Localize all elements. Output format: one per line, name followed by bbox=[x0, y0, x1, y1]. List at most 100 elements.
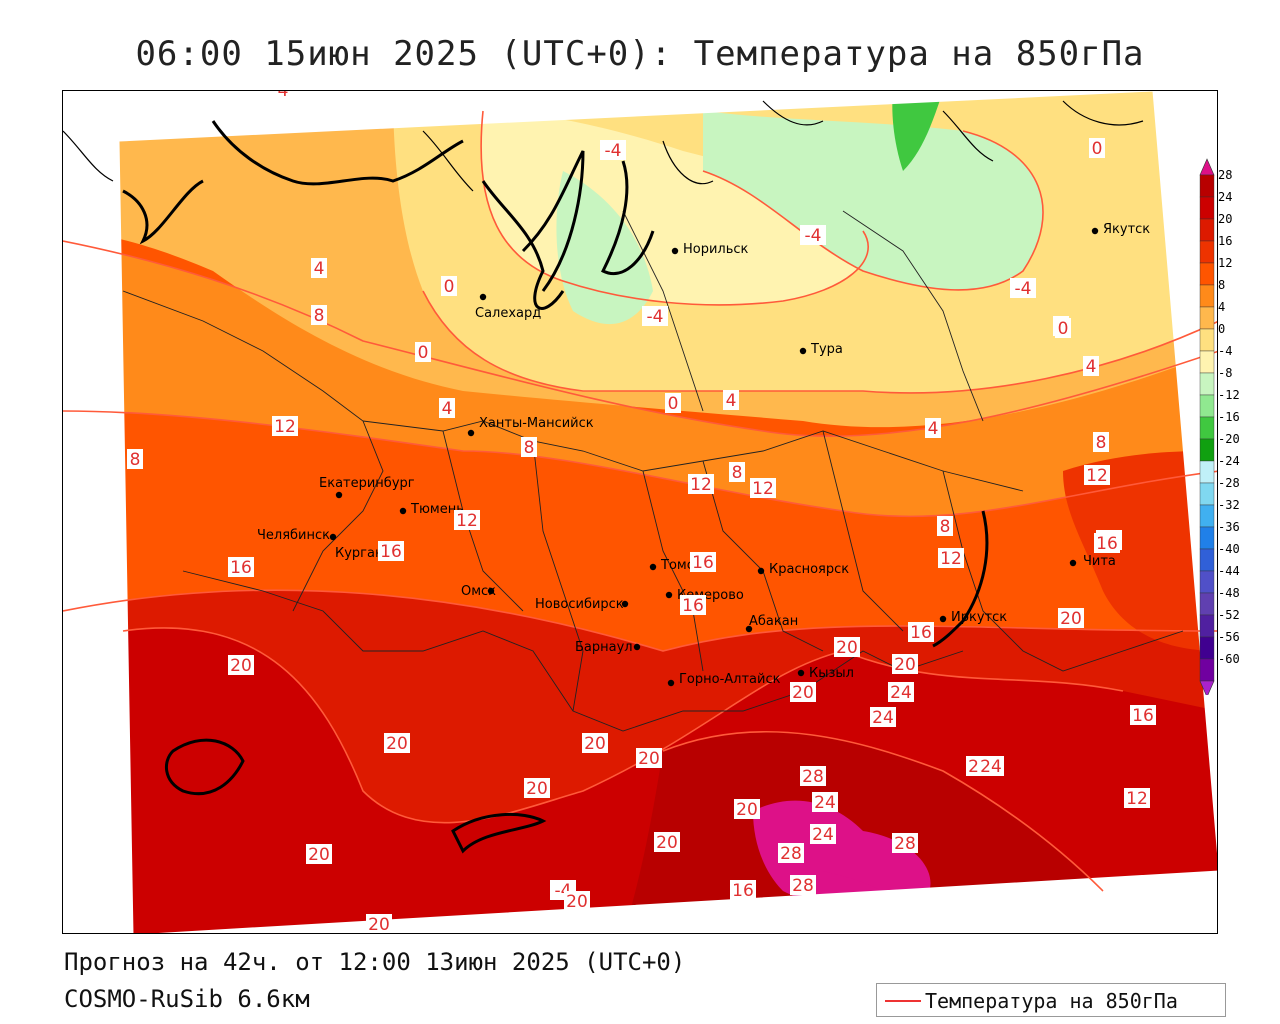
svg-text:20: 20 bbox=[1060, 609, 1082, 629]
colorbar-tick-label: -24 bbox=[1218, 454, 1240, 468]
colorbar-tick-label: 28 bbox=[1218, 168, 1232, 182]
isotherm-value-label: 12 bbox=[750, 478, 776, 499]
isotherm-value-label: 16 bbox=[730, 880, 756, 901]
svg-text:20: 20 bbox=[656, 833, 678, 853]
colorbar-tick-label: 24 bbox=[1218, 190, 1232, 204]
colorbar-swatch bbox=[1199, 416, 1215, 440]
svg-text:12: 12 bbox=[940, 549, 962, 569]
map-title: 06:00 15июн 2025 (UTC+0): Температура на… bbox=[135, 34, 1145, 74]
colorbar-tick-label: -28 bbox=[1218, 476, 1240, 490]
city-marker bbox=[487, 587, 495, 595]
isotherm-value-label: 20 bbox=[1058, 608, 1084, 629]
svg-text:16: 16 bbox=[230, 558, 252, 578]
colorbar-swatch bbox=[1199, 592, 1215, 616]
svg-text:28: 28 bbox=[780, 844, 802, 864]
svg-text:16: 16 bbox=[692, 553, 714, 573]
city-label: Абакан bbox=[749, 614, 798, 629]
colorbar-swatch bbox=[1199, 636, 1215, 660]
colorbar-swatch bbox=[1199, 306, 1215, 330]
svg-text:0: 0 bbox=[444, 277, 455, 297]
svg-text:12: 12 bbox=[456, 511, 478, 531]
city-marker bbox=[757, 567, 765, 575]
isotherm-value-label: 24 bbox=[870, 707, 896, 728]
isotherm-value-label: 16 bbox=[1094, 533, 1120, 554]
colorbar-swatch bbox=[1199, 658, 1215, 682]
colorbar-tick-label: -12 bbox=[1218, 388, 1240, 402]
isotherm-value-label: 28 bbox=[892, 833, 918, 854]
svg-text:20: 20 bbox=[308, 845, 330, 865]
svg-text:4: 4 bbox=[928, 419, 939, 439]
isotherm-value-label: 8 bbox=[521, 437, 537, 458]
isotherm-value-label: 20 bbox=[582, 733, 608, 754]
city-label: Красноярск bbox=[769, 562, 849, 577]
svg-text:-4: -4 bbox=[1015, 279, 1032, 299]
city-marker bbox=[799, 347, 807, 355]
colorbar-swatch bbox=[1199, 196, 1215, 220]
city-marker bbox=[939, 615, 947, 623]
isotherm-value-label: 20 bbox=[228, 655, 254, 676]
svg-text:16: 16 bbox=[380, 542, 402, 562]
colorbar-bottom-arrow bbox=[1199, 680, 1215, 698]
city-label: Тура bbox=[810, 342, 843, 357]
city-marker bbox=[399, 507, 407, 515]
isotherm-value-label: 0 bbox=[1089, 138, 1105, 159]
colorbar-swatch bbox=[1199, 372, 1215, 396]
svg-text:20: 20 bbox=[638, 749, 660, 769]
colorbar-swatch bbox=[1199, 174, 1215, 198]
isotherm-value-label: 4 bbox=[439, 398, 455, 419]
isotherm-lines bbox=[63, 110, 1217, 892]
svg-text:-4: -4 bbox=[605, 141, 622, 161]
city-marker bbox=[797, 669, 805, 677]
city-marker bbox=[479, 293, 487, 301]
svg-text:20: 20 bbox=[386, 734, 408, 754]
city-marker bbox=[649, 563, 657, 571]
city-marker bbox=[745, 625, 753, 633]
isotherm-value-label: 12 bbox=[1084, 465, 1110, 486]
colorbar-tick-label: 0 bbox=[1218, 322, 1225, 336]
isotherm-value-label: 12 bbox=[938, 548, 964, 569]
city-marker bbox=[665, 591, 673, 599]
isotherm-value-label: 12 bbox=[688, 474, 714, 495]
city-label: Кызыл bbox=[809, 666, 854, 681]
isotherm-value-label: 12 bbox=[1124, 788, 1150, 809]
map-legend: Температура на 850гПа bbox=[876, 983, 1226, 1017]
colorbar-swatch bbox=[1199, 438, 1215, 462]
isotherm-value-label: 0 bbox=[441, 276, 457, 297]
isotherm-value-label: 12 bbox=[272, 416, 298, 437]
colorbar-tick-label: 20 bbox=[1218, 212, 1232, 226]
isotherm-value-label: 20 bbox=[524, 778, 550, 799]
city-marker bbox=[671, 247, 679, 255]
city-marker bbox=[621, 600, 629, 608]
isotherm-value-label: 28 bbox=[778, 843, 804, 864]
colorbar-tick-label: -52 bbox=[1218, 608, 1240, 622]
svg-text:28: 28 bbox=[894, 834, 916, 854]
colorbar-swatch bbox=[1199, 548, 1215, 572]
city-label: Иркутск bbox=[951, 610, 1007, 625]
colorbar-swatch bbox=[1199, 482, 1215, 506]
svg-text:20: 20 bbox=[230, 656, 252, 676]
isotherm-value-label: 24 bbox=[978, 756, 1004, 777]
svg-text:24: 24 bbox=[872, 708, 894, 728]
colorbar-swatch bbox=[1199, 240, 1215, 264]
isotherm-value-label: 20 bbox=[892, 654, 918, 675]
forecast-info: Прогноз на 42ч. от 12:00 13июн 2025 (UTC… bbox=[64, 948, 686, 976]
colorbar-tick-label: -8 bbox=[1218, 366, 1232, 380]
svg-text:24: 24 bbox=[890, 683, 912, 703]
isotherm-value-label: 28 bbox=[790, 875, 816, 896]
thin-coastlines bbox=[63, 100, 1144, 192]
city-label: Омск bbox=[461, 584, 496, 599]
svg-text:20: 20 bbox=[792, 683, 814, 703]
svg-text:4: 4 bbox=[726, 391, 737, 411]
coastlines bbox=[122, 120, 989, 854]
colorbar-tick-label: -40 bbox=[1218, 542, 1240, 556]
city-label: Салехард bbox=[475, 306, 541, 321]
isotherm-value-label: 12 bbox=[454, 510, 480, 531]
isotherm-value-label: 16 bbox=[1130, 705, 1156, 726]
colorbar-tick-label: 4 bbox=[1218, 300, 1225, 314]
svg-text:20: 20 bbox=[566, 892, 588, 912]
isotherm-value-label: 20 bbox=[790, 682, 816, 703]
svg-text:20: 20 bbox=[894, 655, 916, 675]
city-label: Якутск bbox=[1103, 222, 1150, 237]
svg-text:8: 8 bbox=[130, 450, 141, 470]
isotherm-value-label: 24 bbox=[810, 824, 836, 845]
